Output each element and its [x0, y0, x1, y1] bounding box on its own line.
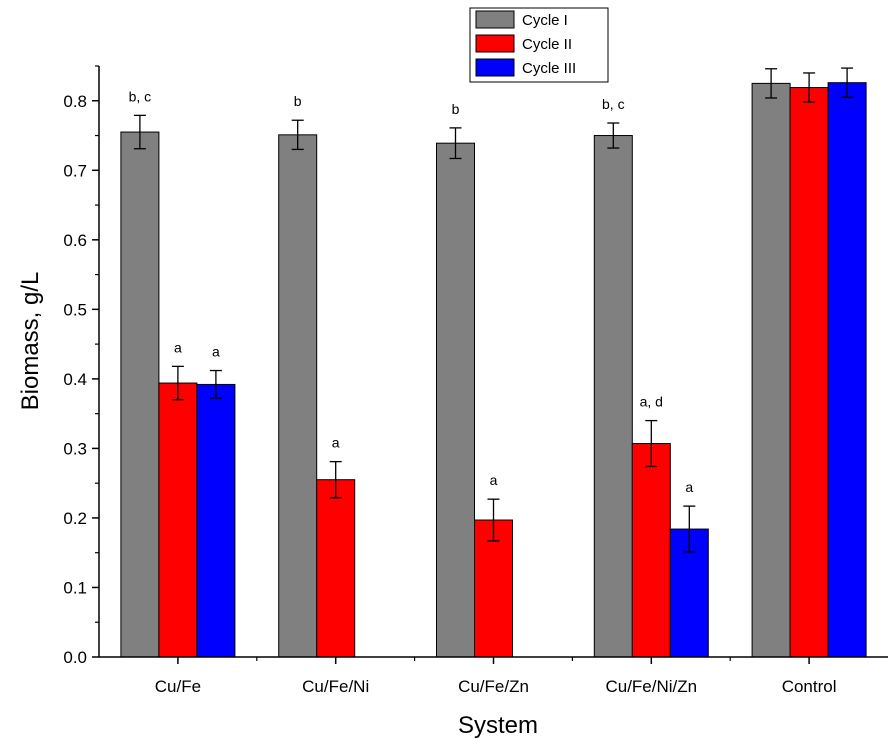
y-tick-label: 0.2 — [63, 509, 87, 528]
bar — [158, 382, 198, 658]
y-tick-label: 0.3 — [63, 439, 87, 458]
significance-label: a — [174, 339, 182, 355]
bar — [827, 82, 867, 658]
y-tick-label: 0.8 — [63, 92, 87, 111]
legend-swatch — [475, 34, 515, 53]
significance-label: a — [332, 435, 340, 451]
bar — [120, 131, 160, 658]
x-axis-title: System — [458, 712, 538, 739]
x-tick-label: Cu/Fe/Zn — [458, 677, 529, 696]
y-tick-label: 0.7 — [63, 161, 87, 180]
x-tick-label: Cu/Fe/Ni — [302, 677, 369, 696]
bar — [278, 134, 318, 658]
legend-swatch — [475, 10, 515, 29]
x-tick-label: Cu/Fe/Ni/Zn — [605, 677, 697, 696]
y-tick-label: 0.4 — [63, 370, 87, 389]
bar — [751, 82, 791, 658]
legend: Cycle I Cycle II Cycle III — [469, 7, 609, 83]
significance-label: a, d — [640, 394, 663, 410]
significance-label: a — [490, 472, 498, 488]
bar — [593, 135, 633, 658]
y-axis-title: Biomass, g/L — [17, 272, 44, 411]
legend-label: Cycle III — [522, 60, 576, 77]
y-tick-label: 0.1 — [63, 578, 87, 597]
significance-label: b — [294, 93, 302, 109]
y-tick-label: 0.5 — [63, 300, 87, 319]
significance-label: b, c — [602, 96, 625, 112]
bar — [789, 87, 829, 658]
x-tick-label: Control — [782, 677, 837, 696]
x-tick-label: Cu/Fe — [155, 677, 201, 696]
legend-swatch — [475, 58, 515, 77]
significance-label: b — [452, 101, 460, 117]
legend-label: Cycle II — [522, 36, 572, 53]
significance-label: b, c — [129, 88, 152, 104]
axes: 0.0 0.1 0.2 0.3 0.4 0.5 0.6 0.7 0.8 Cu/Fe Cu/Fe/Ni… — [63, 65, 888, 696]
significance-label: a — [212, 344, 220, 360]
significance-label: a — [685, 479, 693, 495]
legend-label: Cycle I — [522, 12, 568, 29]
y-tick-label: 0.6 — [63, 231, 87, 250]
y-tick-label: 0.0 — [63, 648, 87, 667]
bar — [436, 142, 475, 658]
bar — [316, 479, 356, 658]
plot-area: b, c a a b a b a b, c a, d a — [120, 67, 867, 658]
bar — [631, 443, 671, 658]
bar — [196, 383, 236, 658]
